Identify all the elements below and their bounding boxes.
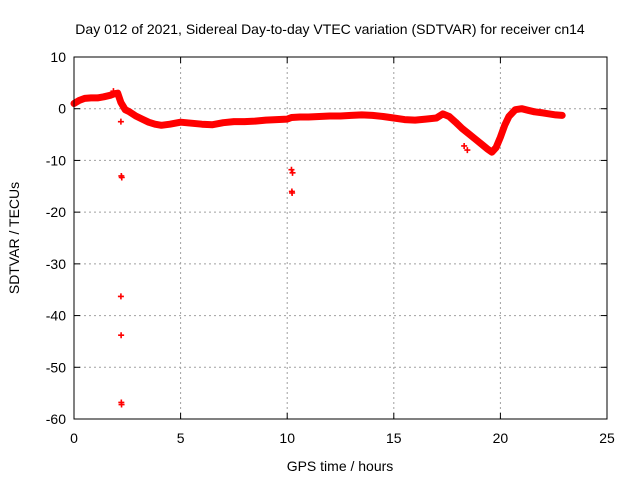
- x-tick-label: 15: [386, 430, 402, 446]
- data-point: [139, 116, 146, 123]
- outlier-point: [118, 401, 125, 408]
- data-point: [459, 125, 466, 132]
- data-point: [501, 122, 508, 129]
- data-point: [288, 114, 295, 121]
- data-point: [188, 120, 195, 127]
- data-point: [369, 112, 376, 119]
- data-point: [348, 112, 355, 119]
- x-tick-label: 10: [279, 430, 295, 446]
- data-point: [412, 117, 419, 124]
- data-point: [122, 106, 129, 113]
- data-point: [220, 119, 227, 126]
- x-tick-label: 25: [599, 430, 615, 446]
- y-axis-label: SDTVAR / TECUs: [6, 182, 22, 294]
- data-point: [471, 135, 478, 142]
- outlier-point: [118, 174, 125, 181]
- data-point: [401, 116, 408, 123]
- x-tick-label: 5: [177, 430, 185, 446]
- data-point: [559, 112, 566, 119]
- data-point: [380, 113, 387, 120]
- data-point: [114, 90, 121, 97]
- data-point: [439, 110, 446, 117]
- x-axis-label: GPS time / hours: [287, 458, 394, 474]
- outlier-point: [461, 142, 468, 149]
- data-point: [88, 94, 95, 101]
- data-point: [273, 116, 280, 123]
- x-tick-label: 20: [493, 430, 509, 446]
- data-point: [518, 105, 525, 112]
- data-point: [152, 121, 159, 128]
- data-point: [145, 119, 152, 126]
- data-point: [493, 144, 500, 151]
- data-point: [117, 99, 124, 106]
- data-point: [546, 110, 553, 117]
- data-point: [126, 108, 133, 115]
- data-point: [296, 113, 303, 120]
- data-point: [540, 109, 547, 116]
- data-point: [107, 92, 114, 99]
- outlier-point: [117, 118, 124, 125]
- outlier-point: [289, 190, 296, 197]
- data-point: [446, 113, 453, 120]
- outlier-point: [288, 166, 295, 173]
- data-point: [488, 149, 495, 156]
- data-point: [390, 115, 397, 122]
- outlier-point: [117, 293, 124, 300]
- data-point: [358, 111, 365, 118]
- data-point: [94, 94, 101, 101]
- data-point: [76, 97, 83, 104]
- y-tick-label: -30: [46, 256, 66, 272]
- data-point: [305, 113, 312, 120]
- data-point: [132, 112, 139, 119]
- plot-frame: [73, 56, 608, 420]
- axis-ticks: 0 5 10 15 20 25 10 0 -10 -20 -30 -40 -50 -60: [46, 49, 615, 446]
- chart-title: Day 012 of 2021, Sidereal Day-to-day VTE…: [75, 21, 585, 37]
- data-point: [478, 140, 485, 147]
- data-point: [262, 117, 269, 124]
- data-point: [422, 116, 429, 123]
- data-point: [433, 115, 440, 122]
- data-point: [81, 95, 88, 102]
- data-point: [337, 112, 344, 119]
- data-point: [531, 108, 538, 115]
- data-points: [71, 88, 566, 408]
- data-point: [552, 111, 559, 118]
- data-point: [209, 121, 216, 128]
- data-point: [241, 118, 248, 125]
- y-tick-label: -50: [46, 359, 66, 375]
- outlier-point: [289, 169, 296, 176]
- outlier-point: [464, 147, 471, 154]
- x-tick-label: 0: [70, 430, 78, 446]
- data-point: [284, 116, 291, 123]
- y-tick-label: -10: [46, 152, 66, 168]
- data-point: [166, 121, 173, 128]
- data-point: [158, 122, 165, 129]
- data-point: [512, 106, 519, 113]
- data-point: [100, 93, 107, 100]
- y-tick-label: -20: [46, 204, 66, 220]
- data-point: [452, 119, 459, 126]
- data-point: [252, 118, 259, 125]
- outlier-point: [110, 88, 117, 95]
- data-point: [484, 146, 491, 153]
- data-point: [177, 119, 184, 126]
- y-tick-label: -40: [46, 308, 66, 324]
- data-point: [497, 134, 504, 141]
- y-tick-label: 0: [58, 101, 66, 117]
- y-tick-label: 10: [50, 49, 66, 65]
- y-tick-label: -60: [46, 411, 66, 427]
- data-point: [465, 130, 472, 137]
- data-point: [230, 118, 237, 125]
- data-point: [505, 113, 512, 120]
- data-point: [316, 113, 323, 120]
- data-point: [198, 121, 205, 128]
- data-point: [326, 112, 333, 119]
- outlier-point: [118, 332, 125, 339]
- data-point: [525, 107, 532, 114]
